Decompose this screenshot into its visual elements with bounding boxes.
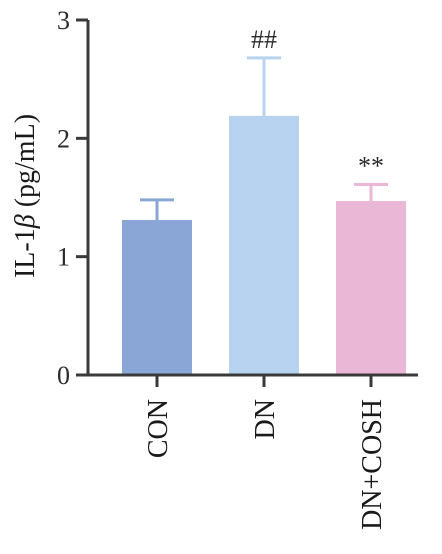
bar [336,201,406,375]
bars: ## ** [122,25,406,375]
x-tick-label: CON [143,399,174,458]
y-tick-label: 2 [57,124,70,153]
y-tick-label: 3 [57,6,70,35]
y-axis-label: IL-1β (pg/mL) [10,114,41,278]
x-axis: CON DN DN+COSH [88,373,418,530]
y-axis-label-suffix: (pg/mL) [10,114,41,214]
bar [229,115,299,375]
significance-label: ## [251,25,277,54]
y-tick-label: 1 [57,243,70,272]
y-axis: 0 1 2 3 [57,6,90,390]
significance-label: ** [358,151,384,180]
x-tick-label: DN+COSH [357,399,388,530]
y-tick-label: 0 [57,361,70,390]
y-axis-label-greek: β [10,214,41,229]
y-axis-label-prefix: IL-1 [10,228,41,278]
bar [122,219,192,375]
x-tick-label: DN [250,399,281,439]
